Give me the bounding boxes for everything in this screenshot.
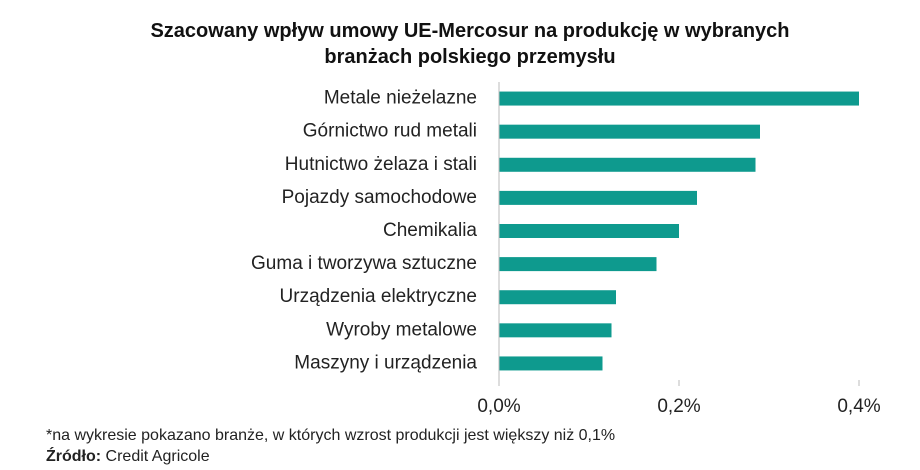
y-tick-label: Chemikalia [383,220,477,241]
bar [499,124,760,139]
bar [499,157,756,172]
source-label: Źródło: [46,448,102,465]
x-tick-label: 0,0% [477,396,520,417]
bar [499,290,616,305]
bar [499,356,603,371]
y-tick-label: Urządzenia elektryczne [280,286,477,307]
chart-title: Szacowany wpływ umowy UE-Mercosur na pro… [150,20,790,68]
y-tick-label: Guma i tworzywa sztuczne [251,253,477,274]
footer: *na wykresie pokazano branże, w których … [46,425,615,467]
footnote: *na wykresie pokazano branże, w których … [46,427,616,444]
bar [499,91,859,106]
bar [499,257,657,272]
y-tick-label: Pojazdy samochodowe [282,187,477,208]
y-tick-label: Wyroby metalowe [326,319,477,340]
bar [499,224,679,238]
y-tick-label: Hutnictwo żelaza i stali [285,154,477,175]
x-tick-label: 0,2% [657,396,700,417]
y-tick-label: Maszyny i urządzenia [294,352,477,373]
source-line: Źródło: Credit Agricole [46,446,615,467]
x-tick-label: 0,4% [837,396,880,417]
bar [499,190,697,205]
y-tick-label: Górnictwo rud metali [303,121,477,142]
y-tick-label: Metale nieżelazne [324,88,477,109]
bar [499,323,612,338]
source: Credit Agricole [105,448,210,465]
